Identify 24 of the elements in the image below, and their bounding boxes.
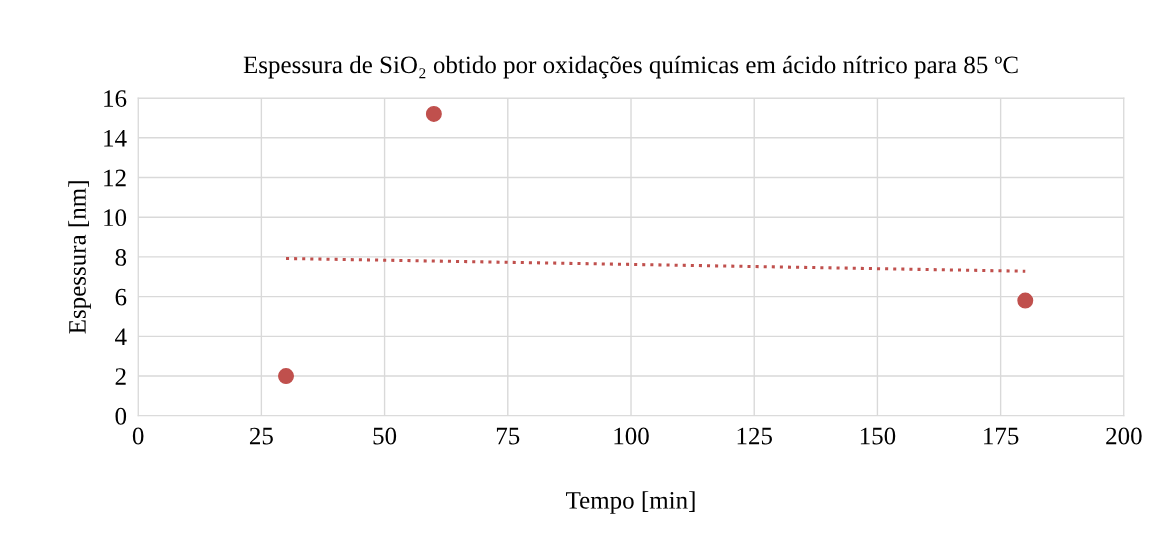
y-tick-label: 6 [115,288,127,306]
x-tick-label: 50 [373,427,397,445]
y-tick-label: 14 [104,129,127,147]
y-tick-label: 12 [104,169,126,187]
x-axis-title: Tempo [min] [566,491,695,514]
y-axis-title: Espessura [nm] [68,181,91,334]
y-tick-label: 8 [115,248,127,266]
chart-title: Espessura de SiO₂ obtido por oxidações químicas em ácido nítrico para 85 ºC [243,55,1018,79]
y-tick-label: 2 [115,368,126,385]
point [278,368,294,385]
x-tick-label: 0 [132,427,144,445]
point [1017,292,1034,309]
x-tick-label: 125 [737,427,772,445]
x-tick-label: 25 [249,427,273,445]
x-tick-label: 175 [984,427,1019,445]
y-tick-label: 10 [104,209,127,227]
y-tick-label: 16 [104,90,127,107]
x-tick-label: 150 [860,427,896,445]
x-tick-label: 200 [1106,427,1142,445]
point [425,105,442,122]
x-tick-label: 75 [496,427,520,445]
x-tick-label: 100 [614,427,649,445]
y-tick-label: 4 [115,328,127,345]
y-tick-label: 0 [115,407,127,425]
